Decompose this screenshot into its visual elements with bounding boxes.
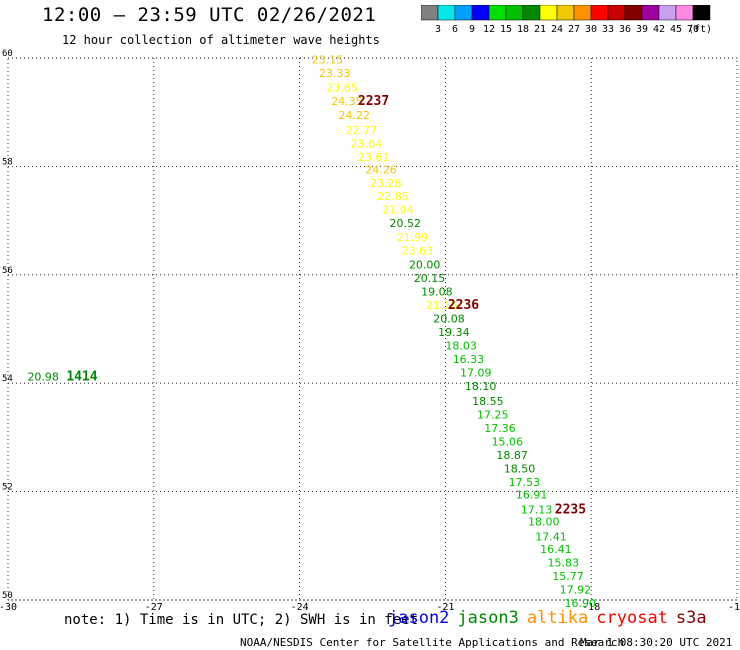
wave-height-label: 17.53 [509,476,540,489]
wave-height-label: 20.52 [390,217,422,230]
wave-height-label: 17.13 [521,503,553,516]
latitude-tick-label: 54 [2,374,13,384]
legend-label: 9 [469,24,475,35]
wave-height-label: 21.99 [397,231,429,244]
wave-height-label: 23.15 [312,53,344,66]
legend-label: 12 [483,24,495,35]
wave-height-label: 17.69 [572,611,604,612]
wave-height-label: 18.55 [472,395,504,408]
legend-label: 70 [687,24,699,35]
map-frame [7,57,738,601]
satellite-name: cryosat [596,608,668,628]
longitude-tick-label: -30 [0,602,17,612]
latitude-tick-label: 56 [2,266,13,276]
wave-height-label: 21.94 [382,204,414,217]
legend-label: 33 [602,24,614,35]
wave-height-label: 18.50 [504,463,535,476]
wave-height-label: 17.41 [535,530,567,543]
legend-label: 45 [670,24,682,35]
color-legend: 3 6 9 12 15 18 21 24 27 30 33 36 39 42 45 70(ft) [421,5,712,35]
wave-height-label: 23.63 [402,245,434,258]
latitude-tick-label: 50 [2,591,13,601]
wave-height-label: 19.34 [438,326,470,339]
wave-height-label: 15.77 [552,570,584,583]
wave-height-map: -30 -27 -24 -21 -18 -15 50 52 54 56 58 60 23.1523.33… [0,49,740,612]
pass-time-label: 2236 [448,298,479,313]
wave-height-label: 23.65 [326,82,358,95]
latitude-tick-label: 58 [2,157,13,167]
wave-height-label: 17.92 [560,583,592,596]
wave-height-label: 18.10 [465,380,497,393]
wave-height-label: 24.26 [365,163,397,176]
legend-unit: (ft) [688,24,712,35]
wave-height-label: 18.87 [496,449,528,462]
legend-label: 18 [517,24,529,35]
wave-height-label: 21.16 [426,299,458,312]
page-title: 12:00 — 23:59 UTC 02/26/2021 [42,4,377,26]
wave-height-label: 16.41 [540,543,572,556]
wave-height-label: 18.00 [528,516,560,529]
wave-height-label: 20.08 [433,312,465,325]
longitude-tick-label: -15 [728,602,740,612]
legend-label: 15 [500,24,512,35]
legend-label: 3 [435,24,441,35]
legend-label: 42 [653,24,665,35]
legend-label: 36 [619,24,631,35]
wave-height-label: 16.90 [564,597,596,610]
legend-label: 39 [636,24,648,35]
satellite-name: jason3 [457,608,519,628]
legend-label: 21 [534,24,546,35]
wave-height-label: 17.09 [460,367,492,380]
latitude-tick-label: 52 [2,483,13,493]
longitude-tick-label: -27 [145,602,163,612]
wave-height-label: 17.25 [477,408,509,421]
generated-timestamp: Mar 1 08:30:20 UTC 2021 [580,636,733,649]
wave-height-label: 20.98 [27,370,59,383]
wave-height-label: 20.15 [414,272,446,285]
pass-time-label: 2237 [358,94,389,109]
wave-height-label: 17.36 [484,422,516,435]
longitude-tick-label: -18 [582,602,600,612]
legend-label: 27 [568,24,580,35]
wave-height-label: 15.83 [547,556,579,569]
wave-height-label: 18.03 [445,340,477,353]
wave-height-label: 23.28 [370,177,402,190]
wave-height-label: 20.00 [409,258,441,271]
satellite-name: altika [526,608,589,628]
wave-height-label: 23.61 [358,151,390,164]
legend-label: 24 [551,24,563,35]
longitude-tick-label: -24 [291,602,309,612]
credit-line: NOAA/NESDIS Center for Satellite Applica… [240,636,625,649]
satellite-legend: jason2 jason3 altika cryosat s3a [388,608,715,628]
wave-height-label: 24.35 [331,95,363,108]
wave-height-label: 22.85 [377,190,409,203]
legend-label: 30 [585,24,597,35]
latitude-tick-label: 60 [2,49,13,59]
longitude-tick-label: -21 [436,602,454,612]
footnote: note: 1) Time is in UTC; 2) SWH is in fe… [64,612,419,628]
wave-height-label: 16.91 [516,489,548,502]
page-subtitle: 12 hour collection of altimeter wave hei… [62,33,380,47]
wave-height-label: 15.06 [492,436,524,449]
wave-height-label: 19.08 [421,285,453,298]
legend-swatch [692,5,711,21]
legend-label: 6 [452,24,458,35]
wave-height-label: 23.33 [319,67,351,80]
satellite-name: jason2 [388,608,450,628]
wave-height-label: 22.77 [346,124,378,137]
satellite-name: s3a [675,608,707,628]
pass-time-label: 2235 [555,502,586,517]
wave-height-label: 16.33 [453,353,485,366]
pass-time-label: 1414 [66,369,97,384]
wave-height-label: 23.64 [351,137,383,150]
wave-height-label: 24.22 [338,109,370,122]
